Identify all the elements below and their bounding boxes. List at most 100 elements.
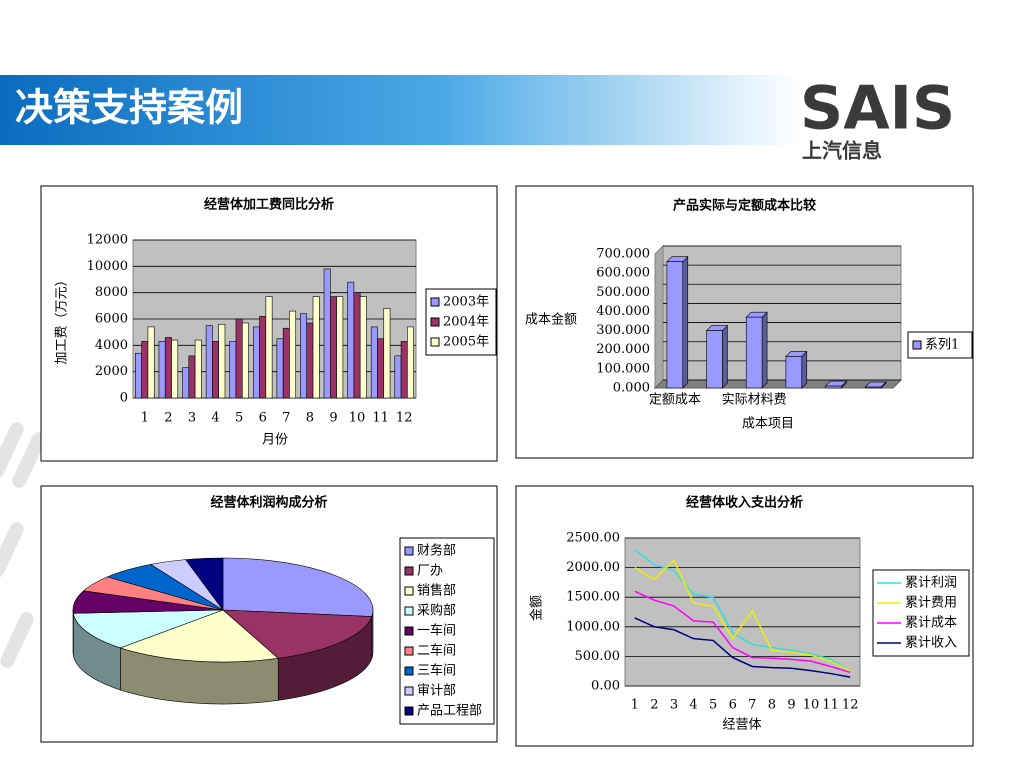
x-tick-label: 1 (631, 698, 639, 713)
x-tick-label: 定额成本 (649, 393, 701, 408)
y-tick-label: 12000 (87, 233, 128, 248)
bar (188, 355, 196, 399)
bar (182, 367, 190, 399)
x-axis-label: 月份 (262, 433, 288, 448)
line-series (634, 559, 851, 672)
y-tick-label: 600.000 (596, 266, 650, 281)
legend-label: 二车间 (417, 643, 456, 659)
bar (205, 325, 213, 399)
y-tick-label: 1500.00 (566, 590, 620, 605)
pie-slice (119, 609, 279, 663)
y-tick-label: 2500.00 (566, 531, 620, 546)
bar (252, 326, 260, 399)
legend-label: 产品工程部 (417, 704, 482, 719)
logo-sub: 上汽信息 (802, 139, 882, 163)
bar-side (722, 324, 728, 389)
legend-label: 累计利润 (905, 576, 957, 591)
bar (336, 296, 344, 399)
legend-swatch (404, 626, 414, 636)
legend-label: 累计成本 (905, 616, 957, 631)
x-tick-label: 4 (211, 411, 219, 426)
bar (241, 322, 249, 399)
bar (158, 341, 166, 399)
legend-swatch (430, 337, 440, 347)
pie-slice (72, 609, 224, 649)
bar (147, 326, 155, 399)
x-tick-label: 11 (372, 411, 389, 426)
y-tick-label: 500.000 (596, 285, 650, 300)
bar (323, 268, 331, 399)
y-tick-label: 8000 (95, 285, 128, 300)
y-axis-label: 成本金额 (525, 312, 577, 328)
legend-swatch (430, 317, 440, 327)
y-axis-label: 金额 (529, 595, 545, 621)
y-tick-label: 300.000 (596, 323, 650, 338)
legend-label: 累计收入 (905, 636, 957, 651)
bar-side (761, 311, 768, 389)
y-tick-label: 400.000 (596, 304, 650, 319)
bar (229, 341, 237, 399)
legend-box (399, 537, 495, 725)
y-tick-label: 500.00 (575, 649, 621, 664)
legend-label: 2003年 (443, 295, 489, 310)
y-tick-label: 0.000 (613, 381, 650, 396)
line-series (634, 590, 851, 674)
x-tick-label: 12 (396, 411, 413, 426)
chart-title: 经营体收入支出分析 (686, 495, 803, 511)
legend-swatch (404, 586, 414, 596)
legend-label: 系列1 (925, 338, 959, 353)
x-tick-label: 9 (329, 411, 337, 426)
y-tick-label: 200.000 (596, 342, 650, 357)
bar (194, 339, 202, 399)
legend-swatch (404, 566, 414, 576)
legend-label: 一车间 (417, 623, 456, 639)
bar (135, 352, 142, 399)
legend-swatch (404, 606, 414, 616)
logo: SAIS (800, 74, 955, 144)
legend-swatch (404, 546, 414, 556)
legend-box (872, 569, 970, 657)
line-series (634, 549, 851, 672)
bar-side (682, 255, 689, 389)
bar (141, 341, 149, 399)
x-tick-label: 10 (349, 411, 366, 426)
line-series (634, 617, 851, 678)
legend-swatch (404, 686, 414, 696)
bar (171, 339, 179, 399)
x-tick-label: 2 (164, 411, 172, 426)
legend-label: 2005年 (443, 335, 489, 350)
bar (347, 281, 355, 399)
y-tick-label: 700.000 (596, 247, 650, 262)
bar (330, 296, 337, 399)
legend-label: 采购部 (417, 603, 456, 619)
x-tick-label: 3 (188, 411, 196, 426)
pie-slice (222, 609, 373, 659)
chart-title: 经营体加工费同比分析 (204, 197, 334, 213)
bar (265, 296, 273, 399)
chart-title: 产品实际与定额成本比较 (673, 198, 816, 214)
x-tick-label: 9 (787, 698, 795, 713)
legend-label: 财务部 (417, 543, 456, 559)
bar (407, 326, 414, 399)
bar (289, 310, 297, 399)
decor (0, 422, 46, 668)
y-tick-label: 2000 (95, 364, 128, 379)
x-tick-label: 8 (768, 698, 776, 713)
x-tick-label: 6 (259, 411, 267, 426)
x-axis-label: 经营体 (722, 718, 761, 733)
legend-label: 审计部 (417, 684, 456, 699)
y-tick-label: 4000 (95, 338, 128, 353)
y-tick-label: 2000.00 (566, 560, 620, 575)
bar (377, 338, 385, 399)
bar-side (801, 350, 808, 389)
bar (300, 313, 308, 399)
legend-label: 2004年 (443, 315, 489, 330)
y-tick-label: 0 (120, 391, 128, 406)
legend-label: 累计费用 (905, 596, 957, 611)
bar (282, 327, 290, 399)
bar (370, 326, 378, 399)
header-bar (0, 75, 800, 145)
bar (745, 316, 763, 389)
legend-swatch (404, 646, 414, 656)
